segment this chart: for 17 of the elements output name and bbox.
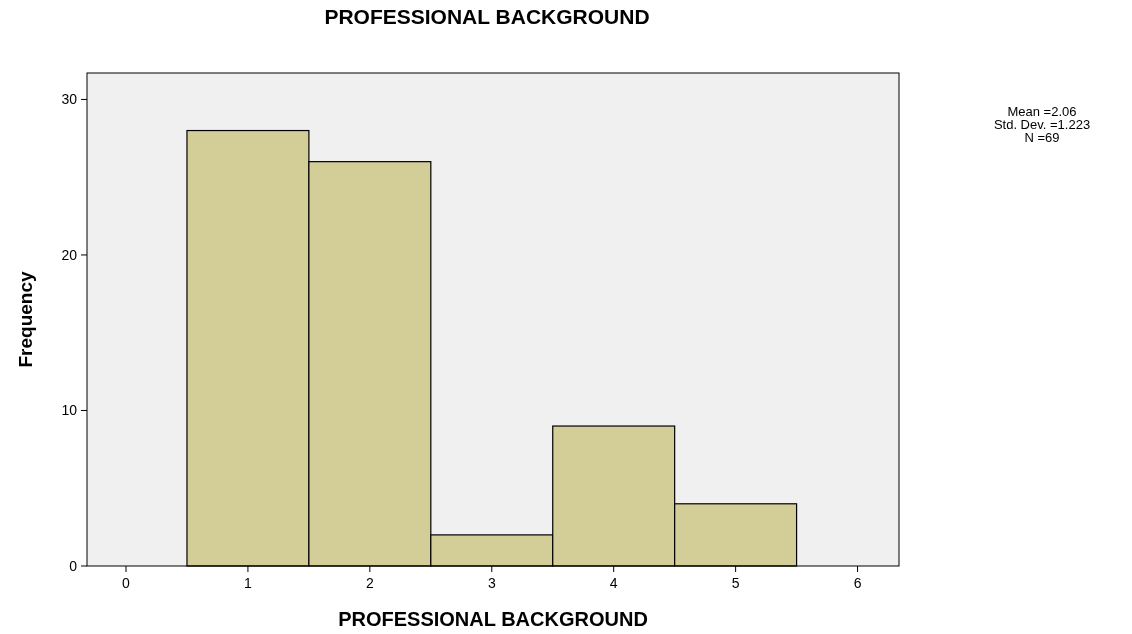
y-tick-label: 10 xyxy=(61,402,78,419)
y-axis-title: Frequency xyxy=(15,271,36,368)
x-tick-label: 6 xyxy=(853,575,862,591)
x-axis-title: PROFESSIONAL BACKGROUND xyxy=(338,608,648,630)
x-tick-label: 1 xyxy=(244,575,253,591)
x-tick-label: 5 xyxy=(731,575,740,591)
chart-title: PROFESSIONAL BACKGROUND xyxy=(324,5,650,28)
text: N =69 xyxy=(1024,130,1060,145)
y-tick-label: 20 xyxy=(61,246,78,263)
x-tick-label: 0 xyxy=(122,575,131,591)
x-tick-label: 4 xyxy=(609,575,618,591)
x-tick-label: 3 xyxy=(487,575,496,591)
x-tick-label: 2 xyxy=(365,575,374,591)
y-tick-label: 0 xyxy=(69,557,78,574)
text: Mean =2.06 xyxy=(1007,104,1077,119)
y-tick-label: 30 xyxy=(61,91,78,108)
text: Std. Dev. =1.223 xyxy=(993,117,1091,132)
